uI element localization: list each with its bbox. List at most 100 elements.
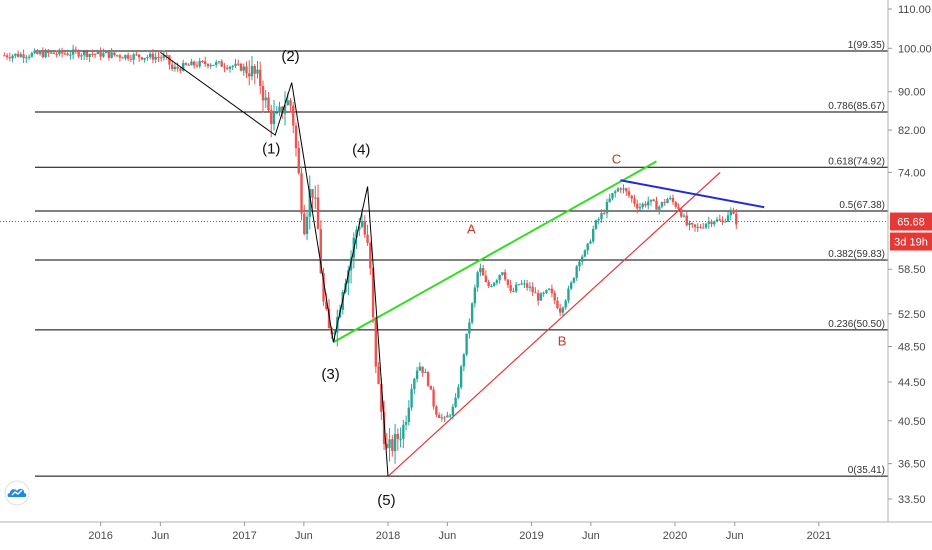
- candle-body-221: [611, 192, 614, 199]
- candle-body-196: [542, 292, 545, 294]
- candle-body-88: [245, 66, 248, 74]
- candle-body-241: [666, 199, 669, 204]
- candle-body-9: [27, 56, 31, 58]
- fib-label-0: 0(35.41): [848, 465, 885, 476]
- candle-body-132: [366, 234, 369, 243]
- candle-body-182: [503, 272, 507, 280]
- candle-body-159: [440, 417, 444, 419]
- candle-body-209: [578, 261, 581, 267]
- candle-body-5: [16, 53, 20, 57]
- y-tick-label-9: 44.50: [898, 377, 926, 389]
- candle-body-248: [685, 215, 688, 226]
- candle-body-189: [523, 283, 526, 285]
- candle-body-250: [691, 223, 694, 225]
- candle-body-106: [294, 125, 298, 149]
- current-price-label: 65.68: [897, 217, 925, 229]
- candle-body-7: [22, 54, 25, 59]
- candle-body-38: [107, 52, 111, 58]
- y-tick-label-4: 74.00: [898, 167, 926, 179]
- candle-body-73: [204, 61, 207, 64]
- x-tick-label-2: 2017: [232, 530, 256, 542]
- candle-body-95: [264, 97, 267, 101]
- candle-body-139: [385, 443, 389, 448]
- candle-body-22: [63, 53, 67, 55]
- candle-body-223: [616, 188, 620, 192]
- y-tick-label-7: 52.50: [898, 309, 926, 321]
- candle-body-98: [272, 112, 276, 124]
- candle-body-104: [289, 100, 292, 106]
- candle-body-228: [630, 195, 633, 199]
- candle-body-46: [129, 58, 133, 60]
- candle-body-200: [553, 293, 556, 301]
- candle-body-66: [184, 63, 188, 65]
- candle-body-207: [572, 277, 576, 283]
- candle-body-28: [80, 55, 83, 57]
- candle-body-13: [38, 52, 42, 54]
- x-tick-label-9: Jun: [726, 530, 744, 542]
- abc-label-a: A: [467, 222, 476, 237]
- candle-body-186: [514, 284, 518, 292]
- candle-body-240: [663, 202, 666, 204]
- candle-body-256: [707, 221, 710, 224]
- tradingview-cloud-icon[interactable]: [4, 480, 30, 506]
- candle-body-201: [556, 300, 559, 309]
- candle-body-112: [311, 189, 314, 198]
- fib-label-0.786: 0.786(85.67): [828, 101, 885, 112]
- candle-body-261: [721, 220, 724, 222]
- candle-body-220: [608, 198, 611, 202]
- candle-body-40: [113, 52, 116, 56]
- candle-body-230: [636, 203, 639, 209]
- wave-labels: (1) (2) (3) (4) (5) A B C: [262, 48, 621, 509]
- tradingview-logo: [4, 480, 30, 506]
- trendlines: [332, 160, 765, 477]
- candle-body-129: [358, 226, 361, 230]
- candle-body-52: [146, 57, 149, 59]
- candle-body-18: [52, 52, 56, 54]
- candle-body-171: [473, 287, 477, 304]
- candle-body-17: [49, 52, 53, 54]
- candle-body-16: [47, 51, 50, 54]
- candle-body-153: [424, 372, 427, 374]
- candle-body-194: [536, 293, 540, 301]
- candle-body-49: [137, 54, 141, 58]
- candles: [3, 44, 738, 464]
- candle-body-100: [278, 106, 281, 113]
- candle-body-114: [316, 197, 320, 230]
- green-trendline: [332, 160, 657, 344]
- candle-body-143: [396, 433, 400, 439]
- candle-body-1: [5, 55, 9, 58]
- candle-body-157: [435, 406, 438, 415]
- candle-body-238: [658, 206, 661, 210]
- candle-body-107: [297, 148, 300, 174]
- candle-body-19: [55, 53, 58, 55]
- x-tick-label-3: Jun: [295, 530, 313, 542]
- candle-body-155: [429, 385, 433, 390]
- candle-body-205: [567, 288, 570, 301]
- candle-body-37: [104, 52, 108, 54]
- candle-body-53: [148, 53, 152, 58]
- candle-body-251: [693, 224, 697, 228]
- candle-body-24: [69, 54, 72, 56]
- candle-body-203: [561, 307, 565, 313]
- candle-body-204: [564, 300, 567, 308]
- candle-body-175: [484, 275, 488, 283]
- candle-body-11: [33, 50, 36, 54]
- candle-body-120: [333, 332, 336, 335]
- candle-body-146: [404, 422, 408, 425]
- fib-label-1: 1(99.35): [848, 40, 885, 51]
- candle-body-75: [209, 65, 212, 67]
- candle-body-187: [517, 284, 521, 286]
- candle-body-105: [292, 105, 295, 126]
- current-price-badge: [890, 212, 932, 231]
- candle-body-131: [363, 221, 367, 235]
- candle-body-225: [622, 188, 625, 190]
- logo-chart-stroke: [11, 489, 23, 496]
- candle-body-44: [124, 54, 127, 59]
- candle-body-260: [718, 219, 721, 221]
- candle-body-84: [234, 63, 237, 67]
- fib-label-0.618: 0.618(74.92): [828, 156, 885, 167]
- candle-body-81: [226, 67, 229, 69]
- candle-body-71: [198, 60, 201, 67]
- candle-body-255: [704, 223, 708, 228]
- candle-body-265: [732, 209, 735, 214]
